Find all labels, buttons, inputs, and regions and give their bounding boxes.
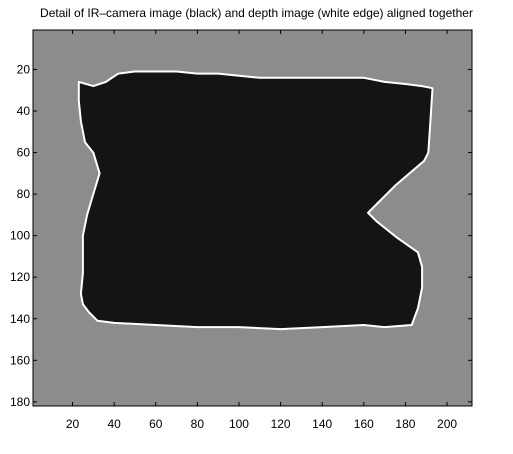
x-tick-label: 20 [66,417,80,431]
x-tick-label: 60 [149,417,163,431]
y-tick-label: 60 [17,146,31,160]
x-tick-label: 200 [437,417,457,431]
y-tick-label: 20 [17,62,31,76]
x-tick-label: 80 [191,417,205,431]
y-tick-label: 160 [10,353,30,367]
y-tick-label: 80 [17,187,31,201]
x-tick-label: 180 [395,417,415,431]
x-tick-label: 120 [271,417,291,431]
x-tick-label: 140 [312,417,332,431]
y-tick-label: 140 [10,312,30,326]
x-tick-label: 40 [107,417,121,431]
chart-title: Detail of IR–camera image (black) and de… [40,6,473,20]
axis-tick-labels: 20 40 60 80 100 120 140 160 180 200 20 40 60 80 100 120… [10,62,457,431]
x-tick-label: 100 [229,417,249,431]
y-tick-label: 180 [10,395,30,409]
y-tick-label: 40 [17,104,31,118]
ir-camera-region [77,70,434,331]
axis-ticks [33,30,472,406]
y-tick-label: 100 [10,229,30,243]
y-tick-label: 120 [10,270,30,284]
plot-border [32,29,473,407]
x-tick-label: 160 [354,417,374,431]
